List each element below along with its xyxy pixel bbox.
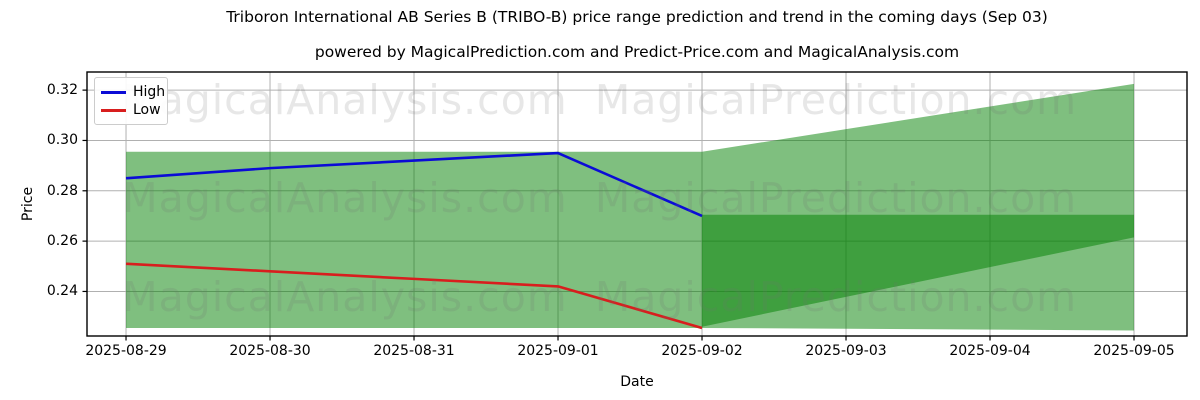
x-tick-label: 2025-09-04 [949,343,1031,359]
legend-label: Low [133,102,161,118]
x-tick-label: 2025-08-31 [373,343,455,359]
x-tick-label: 2025-08-29 [85,343,167,359]
y-axis-label: Price [20,186,36,222]
y-tick-label: 0.24 [46,283,78,300]
legend-line-low [101,108,126,112]
x-tick-label: 2025-09-05 [1093,343,1175,359]
forecast-band-fill [702,214,1135,327]
x-axis-label: Date [620,374,654,390]
legend-label: High [133,84,166,100]
x-tick-label: 2025-09-02 [661,343,743,359]
y-tick-label: 0.26 [46,233,78,250]
historical-range-fill [126,151,703,328]
y-tick-label: 0.28 [46,182,78,199]
axes-spine [86,71,1188,337]
high-line [125,151,703,218]
legend-line-high [101,90,126,94]
legend: High Low [94,77,168,125]
y-tick-label: 0.30 [46,132,78,149]
y-tick-label: 0.32 [46,82,78,99]
chart-title: Triboron International AB Series B (TRIB… [226,8,1048,26]
x-tick-label: 2025-09-01 [517,343,599,359]
chart-subtitle: powered by MagicalPrediction.com and Pre… [314,43,960,61]
x-tick-label: 2025-08-30 [229,343,311,359]
x-tick-label: 2025-09-03 [805,343,887,359]
low-line [125,262,703,330]
legend-entry-low: Low [101,101,161,119]
legend-entry-high: High [101,83,165,101]
